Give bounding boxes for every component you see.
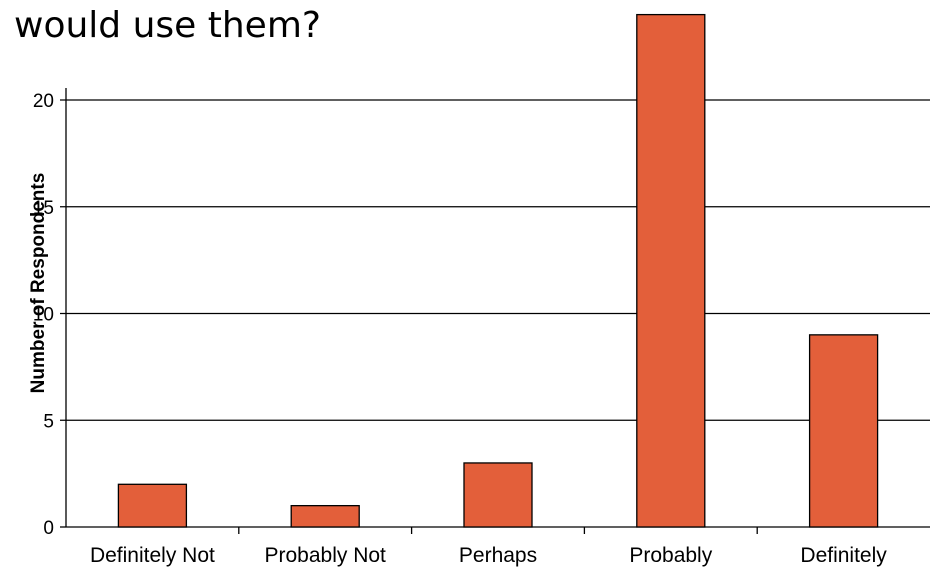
y-tick-label: 15 bbox=[33, 198, 54, 219]
y-tick-label: 5 bbox=[43, 411, 54, 432]
bar-definitely bbox=[808, 334, 879, 528]
chart-title: would use them? bbox=[14, 5, 322, 46]
bar-probably-not bbox=[290, 504, 360, 528]
x-category-label: Probably bbox=[629, 544, 712, 567]
x-category-label: Probably Not bbox=[264, 544, 386, 567]
bars bbox=[117, 13, 879, 528]
labels: 0 5 10 15 20 Definitely Not Probably Not Perhap… bbox=[33, 91, 887, 567]
bar-definitely-not bbox=[117, 483, 188, 528]
x-category-label: Definitely bbox=[800, 544, 887, 567]
y-tick-label: 10 bbox=[33, 305, 54, 326]
x-category-label: Perhaps bbox=[459, 544, 537, 567]
gridlines bbox=[60, 99, 930, 421]
x-category-label: Definitely Not bbox=[90, 544, 215, 567]
y-tick-label: 0 bbox=[43, 518, 54, 539]
bar-perhaps bbox=[463, 462, 533, 528]
bar-probably bbox=[636, 13, 706, 528]
y-axis-title: Number of Respondents bbox=[28, 173, 49, 394]
y-tick-label: 20 bbox=[33, 91, 54, 112]
